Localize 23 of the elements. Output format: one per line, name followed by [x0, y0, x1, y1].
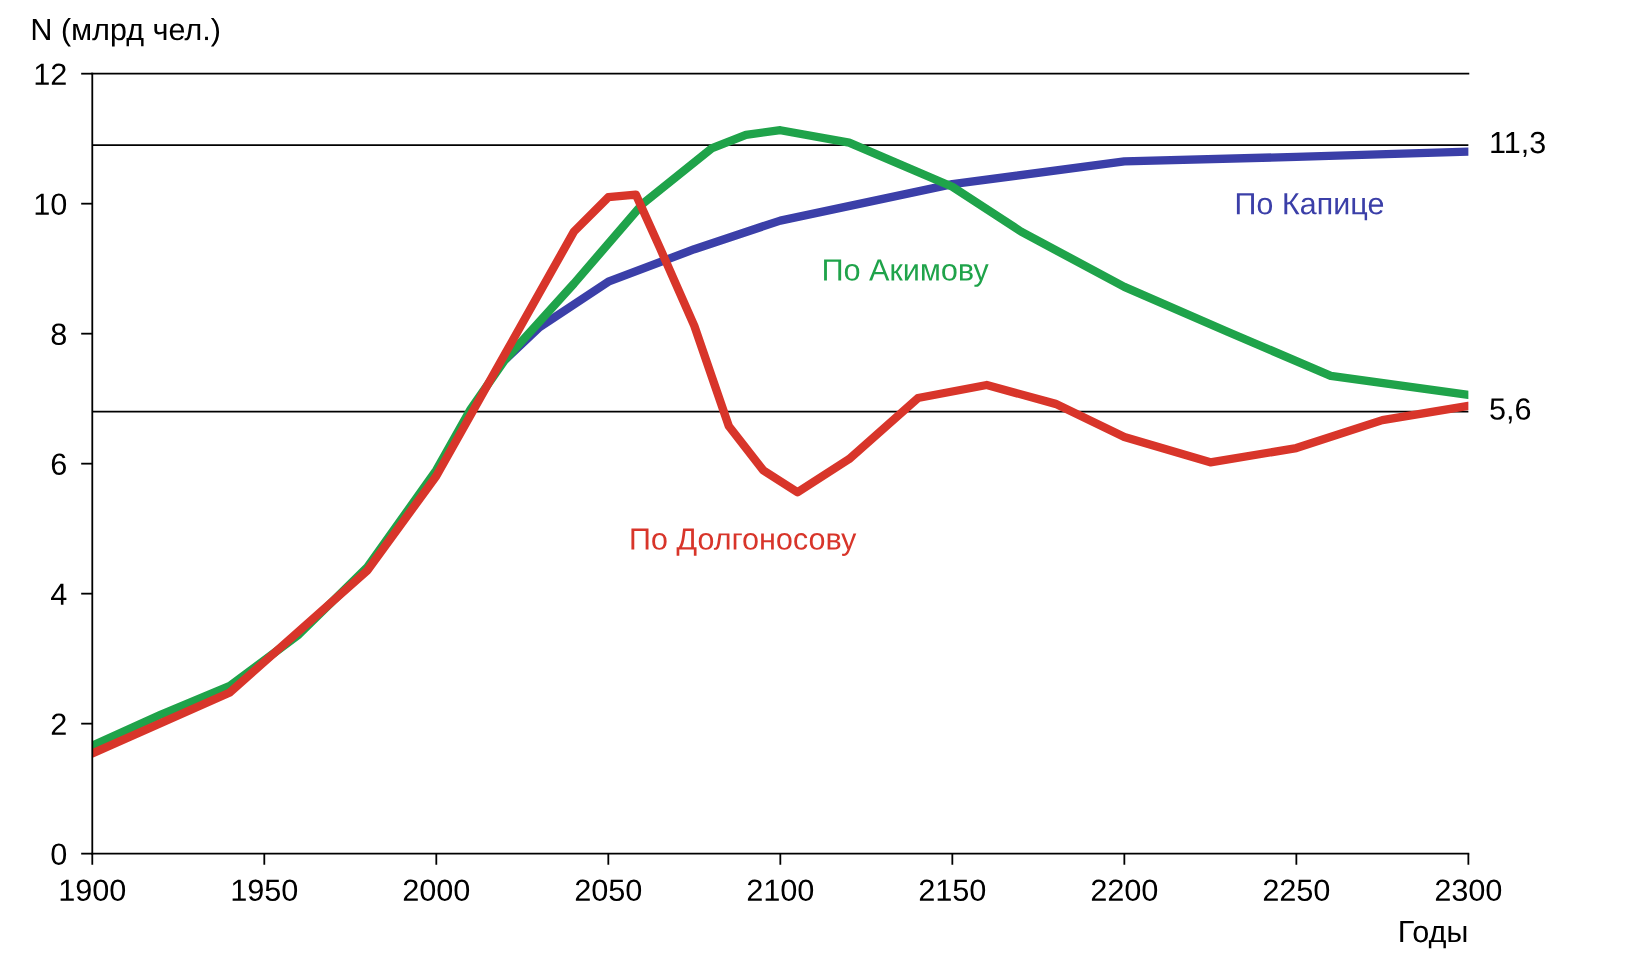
y-tick-label: 6: [51, 453, 66, 476]
x-tick-label: 1900: [60, 879, 126, 902]
y-tick-label: 0: [51, 843, 67, 866]
x-tick-label: 2200: [1091, 879, 1158, 902]
series-label: По Акимову: [824, 259, 989, 287]
text: 5,6: [1490, 398, 1531, 424]
y-tick-label: 10: [35, 193, 67, 216]
y-axis-title: N (млрд чел.): [32, 17, 220, 47]
y-tick-label: 4: [51, 583, 67, 605]
x-axis-title: Годы: [1400, 921, 1467, 949]
x-tick-label: 2250: [1263, 879, 1330, 902]
x-tick-label: 2300: [1435, 879, 1502, 902]
text: 11,3: [1491, 131, 1545, 157]
text: По Долгоносову: [631, 528, 857, 556]
y-tick-label: 12: [35, 63, 66, 85]
x-tick-label: 2000: [403, 879, 470, 902]
y-tick-label: 8: [51, 323, 66, 346]
x-tick-label: 2150: [919, 879, 986, 902]
x-tick-label: 2100: [747, 879, 814, 902]
x-tick-label: 2050: [575, 879, 642, 902]
series-label: По Капице: [1236, 193, 1384, 221]
y-tick-label: 2: [51, 713, 66, 735]
x-tick-label: 1950: [232, 879, 298, 902]
